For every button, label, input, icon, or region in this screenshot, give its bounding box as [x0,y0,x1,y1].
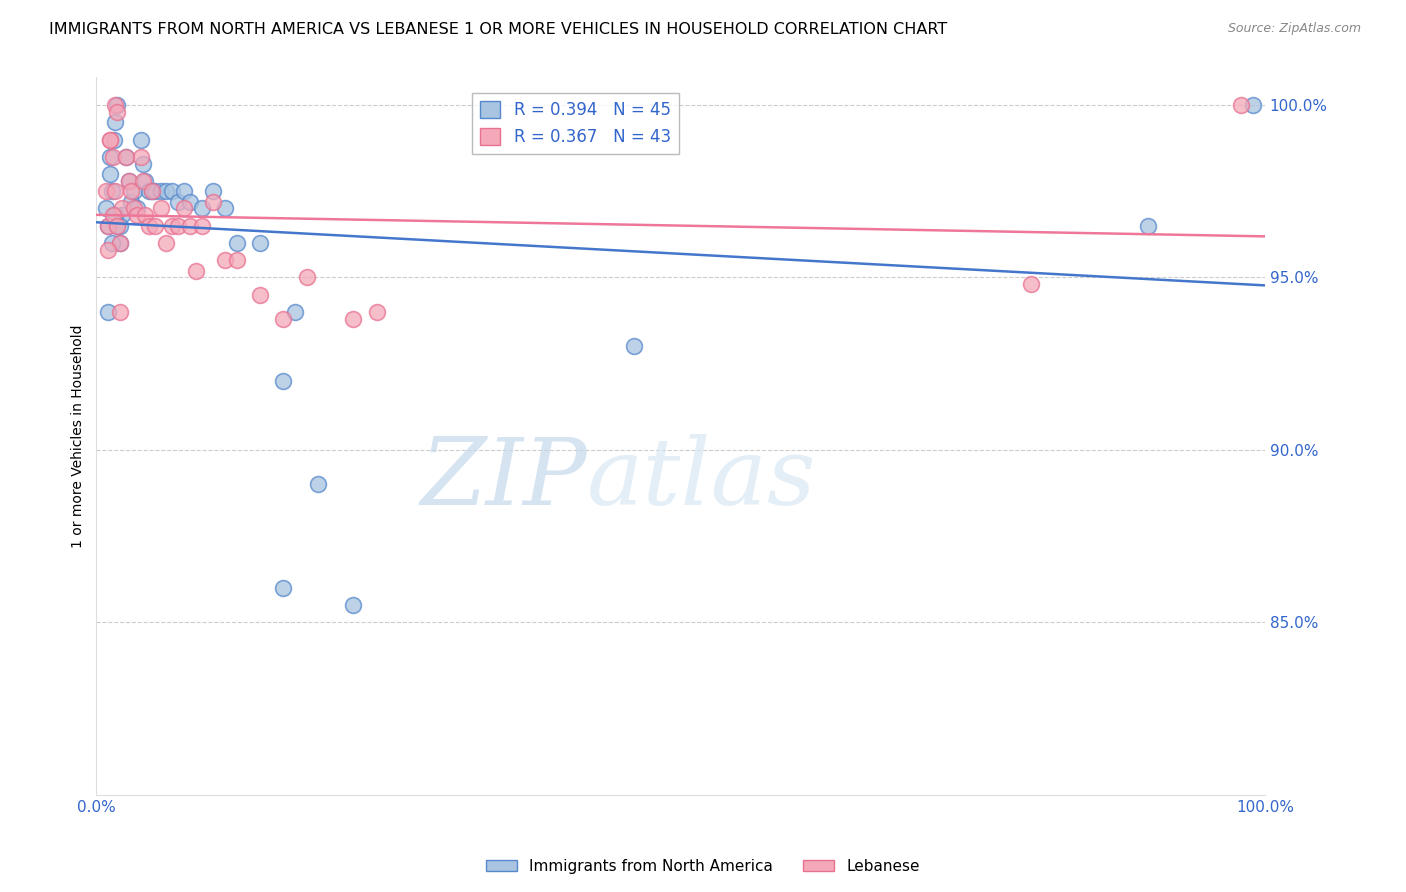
Point [190,202,212,216]
Point [105,104,128,119]
Point [108,235,131,250]
Point [105,219,128,233]
Text: ZIP: ZIP [420,434,588,524]
Point [97,219,120,233]
Point [118,174,141,188]
Point [97,243,120,257]
Point [173,184,195,198]
Point [100,132,122,146]
Point [104,98,127,112]
Point [97,305,120,319]
Text: IMMIGRANTS FROM NORTH AMERICA VS LEBANESE 1 OR MORE VEHICLES IN HOUSEHOLD CORREL: IMMIGRANTS FROM NORTH AMERICA VS LEBANES… [49,22,948,37]
Text: atlas: atlas [588,434,817,524]
Y-axis label: 1 or more Vehicles in Household: 1 or more Vehicles in Household [72,325,86,548]
Point [105,98,128,112]
Point [184,263,207,277]
Point [143,219,166,233]
Point [273,311,295,326]
Point [141,184,163,198]
Point [284,305,307,319]
Point [190,219,212,233]
Point [342,598,364,612]
Point [202,184,225,198]
Point [104,184,127,198]
Point [129,132,152,146]
Point [167,219,190,233]
Point [202,194,225,209]
Point [114,150,136,164]
Point [179,194,201,209]
Point [132,156,155,170]
Point [249,287,271,301]
Point [214,202,236,216]
Point [127,202,149,216]
Point [225,253,247,268]
Point [366,305,388,319]
Point [127,208,149,222]
Point [94,184,117,198]
Point [114,150,136,164]
Point [97,219,120,233]
Point [118,174,141,188]
Point [94,202,117,216]
Point [100,235,122,250]
Point [273,374,295,388]
Point [120,184,142,198]
Point [122,202,145,216]
Point [141,184,163,198]
Text: Source: ZipAtlas.com: Source: ZipAtlas.com [1227,22,1361,36]
Point [249,235,271,250]
Point [167,194,190,209]
Point [138,184,160,198]
Point [122,184,145,198]
Point [101,150,124,164]
Point [162,219,184,233]
Point [134,174,156,188]
Legend: R = 0.394   N = 45, R = 0.367   N = 43: R = 0.394 N = 45, R = 0.367 N = 43 [472,93,679,154]
Point [138,219,160,233]
Point [155,235,177,250]
Point [1241,98,1264,112]
Point [134,208,156,222]
Point [1230,98,1253,112]
Point [111,208,134,222]
Point [173,202,195,216]
Legend: Immigrants from North America, Lebanese: Immigrants from North America, Lebanese [479,853,927,880]
Point [129,150,152,164]
Point [108,219,131,233]
Point [100,167,122,181]
Point [143,184,166,198]
Point [100,184,122,198]
Point [162,184,184,198]
Point [623,339,645,353]
Point [100,132,122,146]
Point [307,477,329,491]
Point [105,219,128,233]
Point [111,202,134,216]
Point [179,219,201,233]
Point [108,305,131,319]
Point [132,174,155,188]
Point [104,208,127,222]
Point [1137,219,1160,233]
Point [342,311,364,326]
Point [149,202,172,216]
Point [149,184,172,198]
Point [101,208,124,222]
Point [1019,277,1042,292]
Point [273,581,295,595]
Point [108,235,131,250]
Point [120,194,142,209]
Point [295,270,318,285]
Point [225,235,247,250]
Point [214,253,236,268]
Point [100,150,122,164]
Point [103,132,125,146]
Point [104,115,127,129]
Point [155,184,177,198]
